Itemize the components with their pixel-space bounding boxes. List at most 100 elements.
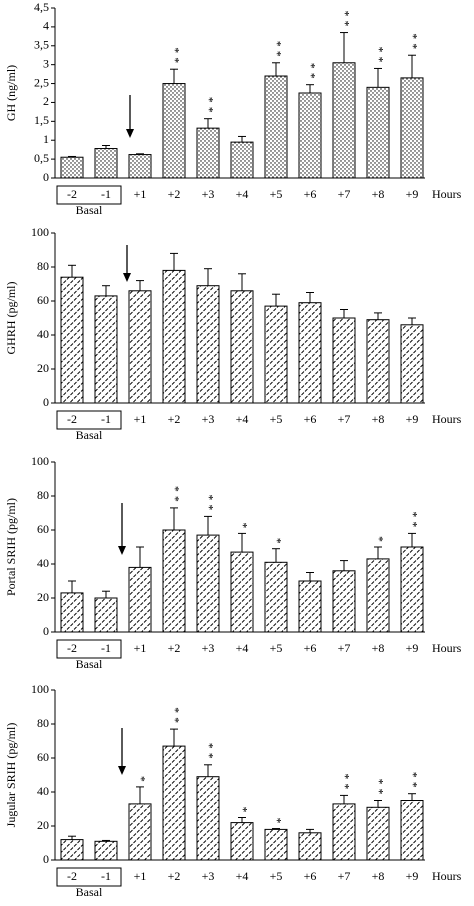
x-tick-label: +2 — [168, 869, 181, 883]
bar — [196, 776, 220, 861]
y-axis-label: Portal SRIH (pg/ml) — [4, 498, 18, 596]
x-tick-label: -2 — [67, 869, 77, 883]
y-tick-label: 1 — [43, 132, 49, 146]
bar — [400, 77, 424, 179]
significance: ** — [304, 63, 318, 83]
bar — [128, 566, 152, 633]
basal-box — [56, 185, 122, 205]
bar — [298, 92, 322, 179]
x-tick-label: +3 — [202, 641, 215, 655]
y-tick-label: 80 — [37, 259, 49, 273]
x-tick-label: -2 — [67, 187, 77, 201]
y-tick-label: 40 — [37, 556, 49, 570]
significance: ** — [406, 511, 420, 531]
x-tick-label: +2 — [168, 412, 181, 426]
x-axis-label: Hours — [432, 641, 462, 655]
bar — [196, 534, 220, 633]
y-tick-label: 40 — [37, 784, 49, 798]
significance: ** — [202, 97, 216, 117]
significance: ** — [168, 486, 182, 506]
significance: ** — [202, 494, 216, 514]
x-axis-label: Hours — [432, 869, 462, 883]
significance: ** — [202, 743, 216, 763]
bar — [400, 800, 424, 861]
bar — [162, 83, 186, 179]
arrow-head — [123, 273, 131, 282]
y-tick-label: 0 — [43, 395, 49, 409]
y-tick-label: 0 — [43, 852, 49, 866]
group-label: Basal — [76, 428, 103, 442]
x-tick-label: +9 — [406, 412, 419, 426]
y-tick-label: 1,5 — [34, 113, 49, 127]
x-tick-label: +8 — [372, 641, 385, 655]
y-axis-label: Jugular SRIH (pg/ml) — [4, 723, 18, 828]
y-tick-label: 0,5 — [34, 151, 49, 165]
x-tick-label: +7 — [338, 412, 351, 426]
x-tick-label: +4 — [236, 869, 249, 883]
x-tick-label: +6 — [304, 187, 317, 201]
x-tick-label: +1 — [134, 641, 147, 655]
bar — [94, 295, 118, 404]
bar — [264, 305, 288, 404]
x-tick-label: +3 — [202, 412, 215, 426]
bar — [366, 319, 390, 404]
significance: ** — [338, 773, 352, 793]
bar — [298, 832, 322, 861]
bar — [196, 285, 220, 404]
y-axis-label: GH (ng/ml) — [4, 65, 18, 121]
bar — [60, 156, 84, 179]
x-axis-label: Hours — [432, 412, 462, 426]
y-tick-label: 0 — [43, 624, 49, 638]
bar — [230, 551, 254, 633]
significance: * — [134, 776, 148, 786]
y-tick-label: 80 — [37, 488, 49, 502]
x-axis-label: Hours — [432, 187, 462, 201]
x-tick-label: +4 — [236, 641, 249, 655]
x-tick-label: +4 — [236, 412, 249, 426]
bar — [400, 324, 424, 404]
x-tick-label: +5 — [270, 412, 283, 426]
y-tick-label: 20 — [37, 818, 49, 832]
bar — [162, 745, 186, 861]
bar — [162, 529, 186, 633]
x-tick-label: +1 — [134, 187, 147, 201]
significance: ** — [168, 707, 182, 727]
y-tick-label: 4,5 — [34, 0, 49, 14]
bar — [230, 290, 254, 404]
bar — [94, 840, 118, 861]
significance: ** — [270, 41, 284, 61]
x-tick-label: +6 — [304, 412, 317, 426]
x-tick-label: +2 — [168, 187, 181, 201]
x-tick-label: +2 — [168, 641, 181, 655]
bar — [60, 592, 84, 633]
significance: ** — [338, 11, 352, 31]
basal-box — [56, 867, 122, 887]
bar — [332, 570, 356, 633]
bar — [230, 141, 254, 179]
basal-box — [56, 410, 122, 430]
y-tick-label: 2,5 — [34, 75, 49, 89]
x-tick-label: -1 — [101, 187, 111, 201]
bar — [94, 597, 118, 633]
y-tick-label: 20 — [37, 361, 49, 375]
group-label: Basal — [76, 657, 103, 671]
bar — [298, 580, 322, 633]
y-tick-label: 100 — [31, 454, 49, 468]
y-tick-label: 3 — [43, 56, 49, 70]
x-tick-label: -1 — [101, 869, 111, 883]
bar — [196, 127, 220, 179]
y-tick-label: 60 — [37, 522, 49, 536]
x-tick-label: -2 — [67, 641, 77, 655]
y-tick-label: 100 — [31, 682, 49, 696]
significance: * — [372, 536, 386, 546]
bar — [128, 290, 152, 404]
bar — [162, 269, 186, 404]
x-tick-label: +8 — [372, 412, 385, 426]
bar — [94, 148, 118, 179]
y-tick-label: 4 — [43, 19, 49, 33]
group-label: Basal — [76, 885, 103, 899]
x-tick-label: -1 — [101, 641, 111, 655]
bar — [332, 62, 356, 179]
bar — [128, 803, 152, 861]
significance: ** — [372, 46, 386, 66]
